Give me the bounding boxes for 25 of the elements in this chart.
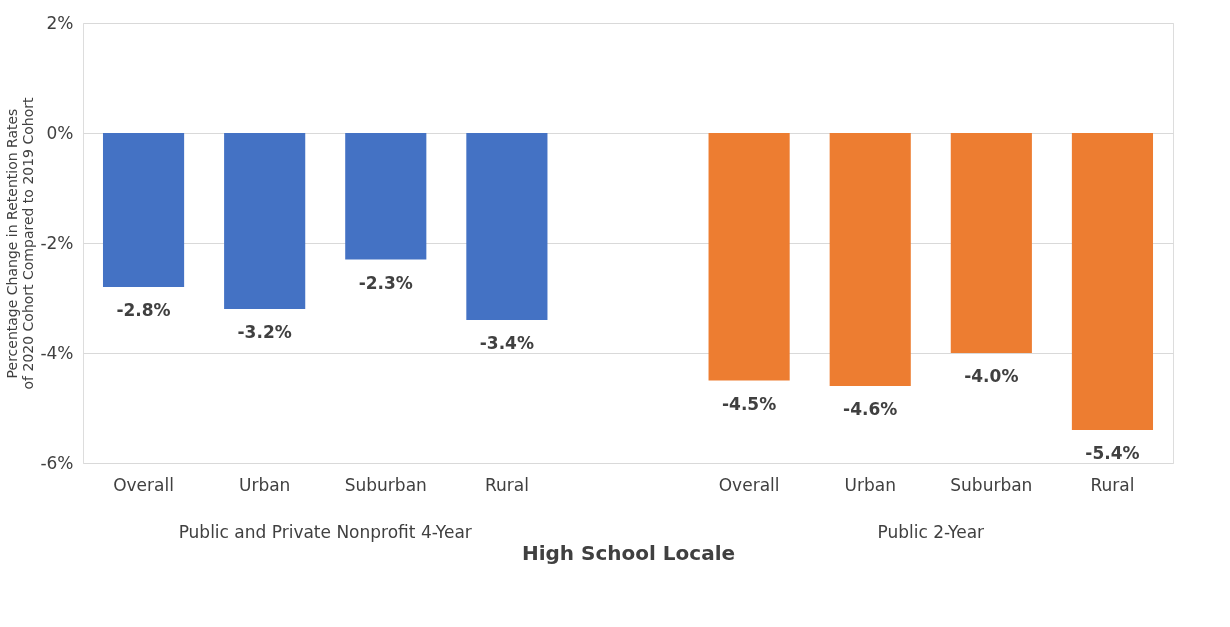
data-label: -4.5% xyxy=(722,393,777,414)
data-label: -4.0% xyxy=(964,366,1019,386)
y-tick-label: -2% xyxy=(40,232,74,253)
x-axis-title: High School Locale xyxy=(521,540,736,565)
x-tick-label: Suburban xyxy=(344,474,427,495)
data-label: -4.6% xyxy=(843,399,898,419)
x-tick-label: Urban xyxy=(238,474,291,495)
data-label: -3.2% xyxy=(237,322,292,342)
data-label: -3.4% xyxy=(479,333,534,353)
x-tick-label: Rural xyxy=(484,474,529,495)
y-tick-label: 2% xyxy=(46,12,74,33)
data-label: -2.3% xyxy=(358,272,413,293)
data-label: -2.8% xyxy=(116,300,171,320)
x-tick-label: Overall xyxy=(718,474,780,495)
y-tick-label: -6% xyxy=(40,452,74,473)
y-tick-label: 0% xyxy=(46,122,74,143)
x-tick-label: Rural xyxy=(1090,474,1135,495)
x-tick-label: Overall xyxy=(113,474,174,495)
x-tick-label: Urban xyxy=(844,474,896,495)
text: Public 2-Year xyxy=(877,522,985,542)
y-axis-title: Percentage Change in Retention Rates of 2020 Cohort Compared to 2019 Cohort xyxy=(4,97,37,390)
x-tick-label: Suburban xyxy=(950,474,1033,495)
y-tick-label: -4% xyxy=(40,342,74,363)
text: Public and Private Nonprofit 4-Year xyxy=(178,522,472,542)
data-label: -5.4% xyxy=(1085,443,1140,463)
